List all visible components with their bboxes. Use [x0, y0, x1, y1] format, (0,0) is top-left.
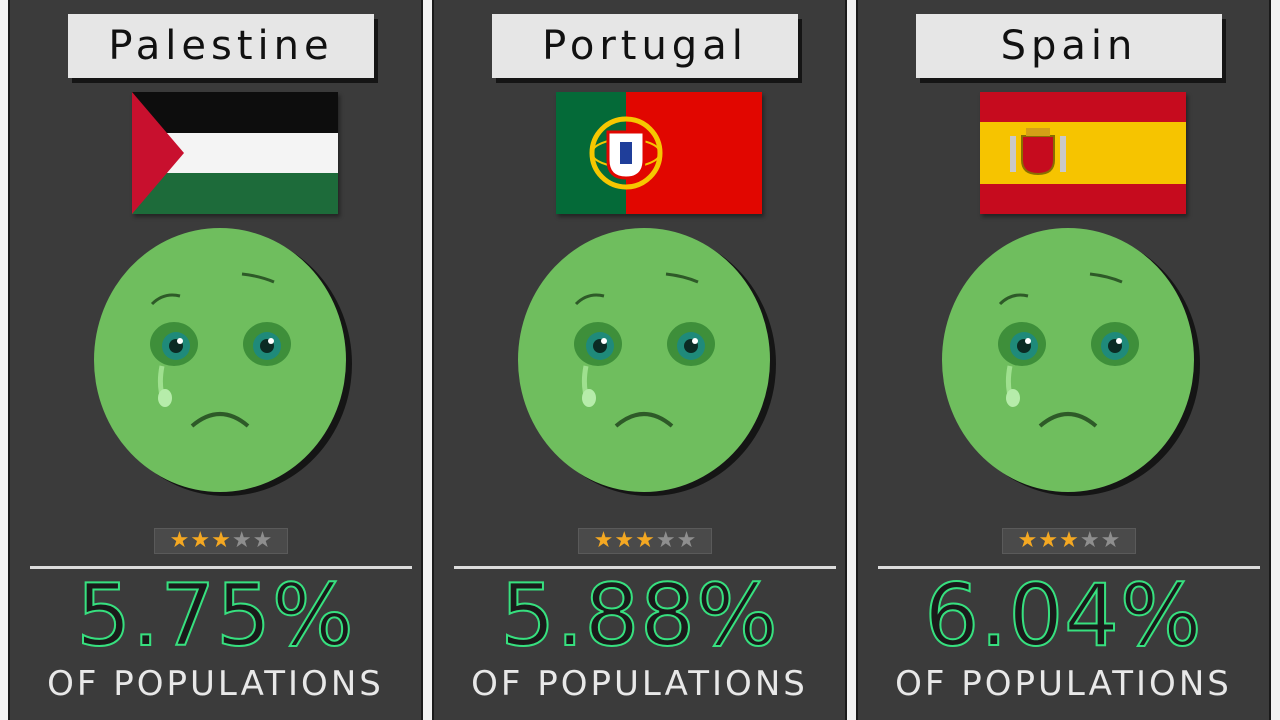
- rating-stars: ★ ★ ★ ★ ★: [578, 528, 712, 554]
- star-icon: ★: [1079, 528, 1100, 553]
- percent-value: 6.04%: [923, 565, 1203, 667]
- star-icon: ★: [252, 528, 273, 553]
- star-icon: ★: [231, 528, 252, 553]
- crying-face-icon: [518, 228, 776, 496]
- star-icon: ★: [676, 528, 697, 553]
- star-icon: ★: [211, 528, 231, 553]
- percent-caption: OF POPULATIONS: [47, 664, 384, 704]
- star-icon: ★: [1038, 528, 1059, 553]
- star-icon: ★: [190, 528, 211, 553]
- rating-stars: ★ ★ ★ ★ ★: [154, 528, 288, 554]
- crying-face-icon: [94, 228, 352, 496]
- country-panel-portugal: Portugal ★ ★ ★ ★ ★ 5.88% OF POPULATIONS: [432, 0, 847, 720]
- star-icon: ★: [635, 528, 655, 553]
- star-icon: ★: [614, 528, 635, 553]
- divider: [878, 566, 1260, 569]
- country-panel-spain: Spain ★ ★ ★ ★ ★ 6.04% OF POPULATIONS: [856, 0, 1271, 720]
- star-icon: ★: [1100, 528, 1121, 553]
- country-name-box: Portugal: [492, 14, 798, 78]
- divider: [30, 566, 412, 569]
- star-icon: ★: [593, 528, 614, 553]
- rating-stars: ★ ★ ★ ★ ★: [1002, 528, 1136, 554]
- spain-flag-icon: [980, 92, 1186, 214]
- country-panel-palestine: Palestine ★ ★ ★ ★ ★ 5.75% OF POPULATIONS: [8, 0, 423, 720]
- portugal-flag-icon: [556, 92, 762, 214]
- percent-value: 5.75%: [75, 565, 355, 667]
- divider: [454, 566, 836, 569]
- percent-caption: OF POPULATIONS: [895, 664, 1232, 704]
- country-name-box: Spain: [916, 14, 1222, 78]
- star-icon: ★: [169, 528, 190, 553]
- star-icon: ★: [1017, 528, 1038, 553]
- star-icon: ★: [655, 528, 676, 553]
- country-name: Portugal: [542, 23, 748, 69]
- star-icon: ★: [1059, 528, 1079, 553]
- percent-caption: OF POPULATIONS: [471, 664, 808, 704]
- country-name-box: Palestine: [68, 14, 374, 78]
- percent-value: 5.88%: [499, 565, 779, 667]
- country-name: Palestine: [108, 23, 334, 69]
- palestine-flag-icon: [132, 92, 338, 214]
- country-name: Spain: [1000, 23, 1138, 69]
- crying-face-icon: [942, 228, 1200, 496]
